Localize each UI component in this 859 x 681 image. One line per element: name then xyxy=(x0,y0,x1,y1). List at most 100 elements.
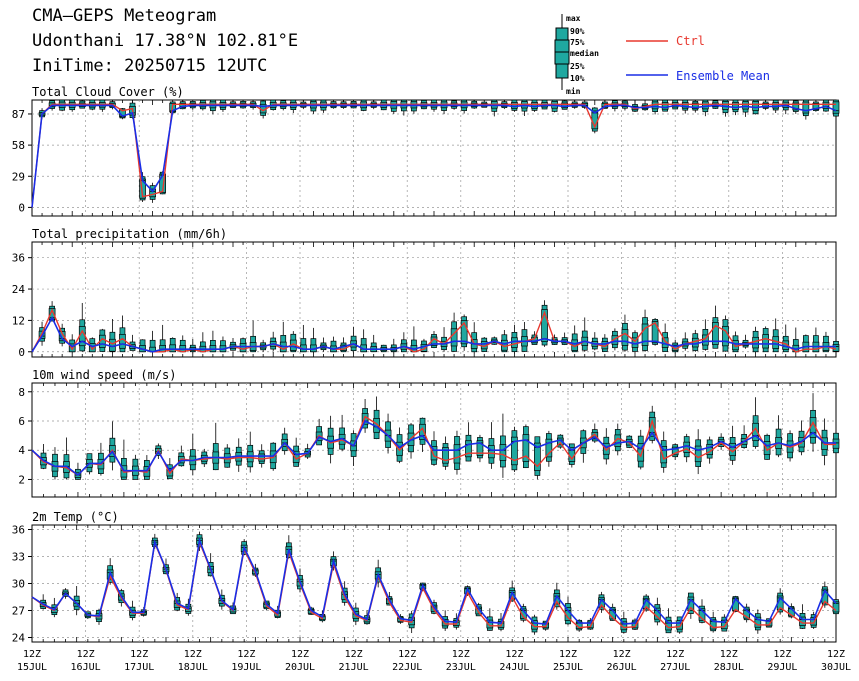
box-mark xyxy=(694,429,702,475)
box-inner xyxy=(782,340,790,350)
box-inner xyxy=(490,339,498,344)
panel-2: 10m wind speed (m/s) 2 4 6 8 xyxy=(18,368,840,498)
box-outer xyxy=(509,587,516,602)
legend-box-label: 75% xyxy=(570,38,585,47)
box-mark xyxy=(775,415,782,458)
box-inner xyxy=(701,101,709,110)
box-mark xyxy=(219,336,227,353)
box-inner xyxy=(568,447,576,462)
legend-box-label: 90% xyxy=(570,27,585,36)
box-inner xyxy=(442,447,449,464)
box-inner xyxy=(763,441,771,455)
box-inner xyxy=(296,578,304,587)
box-mark xyxy=(611,100,619,112)
box-outer xyxy=(79,100,86,109)
box-inner xyxy=(58,331,66,342)
box-outer xyxy=(612,100,618,109)
box-outer xyxy=(98,452,104,474)
box-inner xyxy=(508,590,516,600)
box-inner xyxy=(440,101,448,109)
box-inner xyxy=(84,613,92,617)
box-outer xyxy=(139,176,146,201)
box-outer xyxy=(210,99,216,112)
box-mark xyxy=(209,99,217,115)
box-outer xyxy=(360,99,367,111)
box-outer xyxy=(169,337,176,353)
box-outer xyxy=(247,444,254,468)
box-mark xyxy=(374,559,382,588)
box-mark xyxy=(772,318,780,353)
box-mark xyxy=(149,330,156,353)
box-inner xyxy=(98,334,106,348)
box-inner xyxy=(460,101,468,109)
box-mark xyxy=(63,437,70,480)
box-inner xyxy=(581,336,589,346)
box-mark xyxy=(701,99,709,117)
box-inner xyxy=(279,102,287,108)
box-mark xyxy=(792,100,800,114)
box-outer xyxy=(385,421,391,448)
box-inner xyxy=(310,101,317,109)
box-mark xyxy=(169,337,177,353)
box-outer xyxy=(561,337,568,345)
x-tick-day-label: 22JUL xyxy=(392,662,422,673)
box-inner xyxy=(821,588,829,604)
box-inner xyxy=(732,340,739,351)
box-mark xyxy=(776,588,784,615)
box-outer xyxy=(833,99,839,117)
box-inner xyxy=(601,341,609,350)
box-outer xyxy=(642,317,648,351)
box-outer xyxy=(224,447,231,468)
box-outer xyxy=(622,322,628,351)
box-inner xyxy=(235,452,243,462)
box-inner xyxy=(641,105,649,109)
box-inner xyxy=(229,102,237,107)
box-outer xyxy=(441,99,447,111)
box-outer xyxy=(454,436,460,470)
box-inner xyxy=(310,344,317,353)
box-mark xyxy=(762,100,770,111)
box-inner xyxy=(251,569,259,575)
box-inner xyxy=(162,567,170,573)
box-outer xyxy=(373,409,380,440)
box-mark xyxy=(665,608,672,634)
box-inner xyxy=(732,597,739,611)
box-inner xyxy=(430,336,438,346)
box-inner xyxy=(184,606,192,612)
box-mark xyxy=(360,99,367,112)
box-mark xyxy=(350,100,357,109)
box-mark xyxy=(661,99,669,112)
box-outer xyxy=(501,101,508,109)
box-inner xyxy=(307,609,315,614)
x-tick-day-label: 18JUL xyxy=(178,662,208,673)
box-mark xyxy=(802,99,810,120)
box-mark xyxy=(229,338,237,351)
box-outer xyxy=(370,342,377,353)
box-outer xyxy=(189,344,196,353)
box-inner xyxy=(410,101,418,109)
box-mark xyxy=(420,338,428,353)
box-outer xyxy=(84,611,91,619)
box-outer xyxy=(833,599,839,615)
box-outer xyxy=(521,329,528,352)
box-inner xyxy=(691,337,699,348)
location-label: Udonthani 17.38°N 102.81°E xyxy=(32,31,299,51)
box-outer xyxy=(682,338,689,349)
box-outer xyxy=(722,99,729,114)
box-mark xyxy=(330,101,337,109)
box-outer xyxy=(571,333,578,353)
box-outer xyxy=(534,436,541,476)
legend-box-label: median xyxy=(570,48,599,58)
box-inner xyxy=(149,346,156,353)
box-mark xyxy=(229,100,237,109)
box-mark xyxy=(196,531,203,552)
box-inner xyxy=(742,342,749,346)
box-inner xyxy=(68,343,76,353)
box-mark xyxy=(591,423,599,443)
y-tick-label: 0 xyxy=(18,201,25,214)
box-outer xyxy=(330,556,337,568)
box-inner xyxy=(441,619,449,627)
box-inner xyxy=(602,442,610,455)
panel-frame xyxy=(31,99,837,217)
